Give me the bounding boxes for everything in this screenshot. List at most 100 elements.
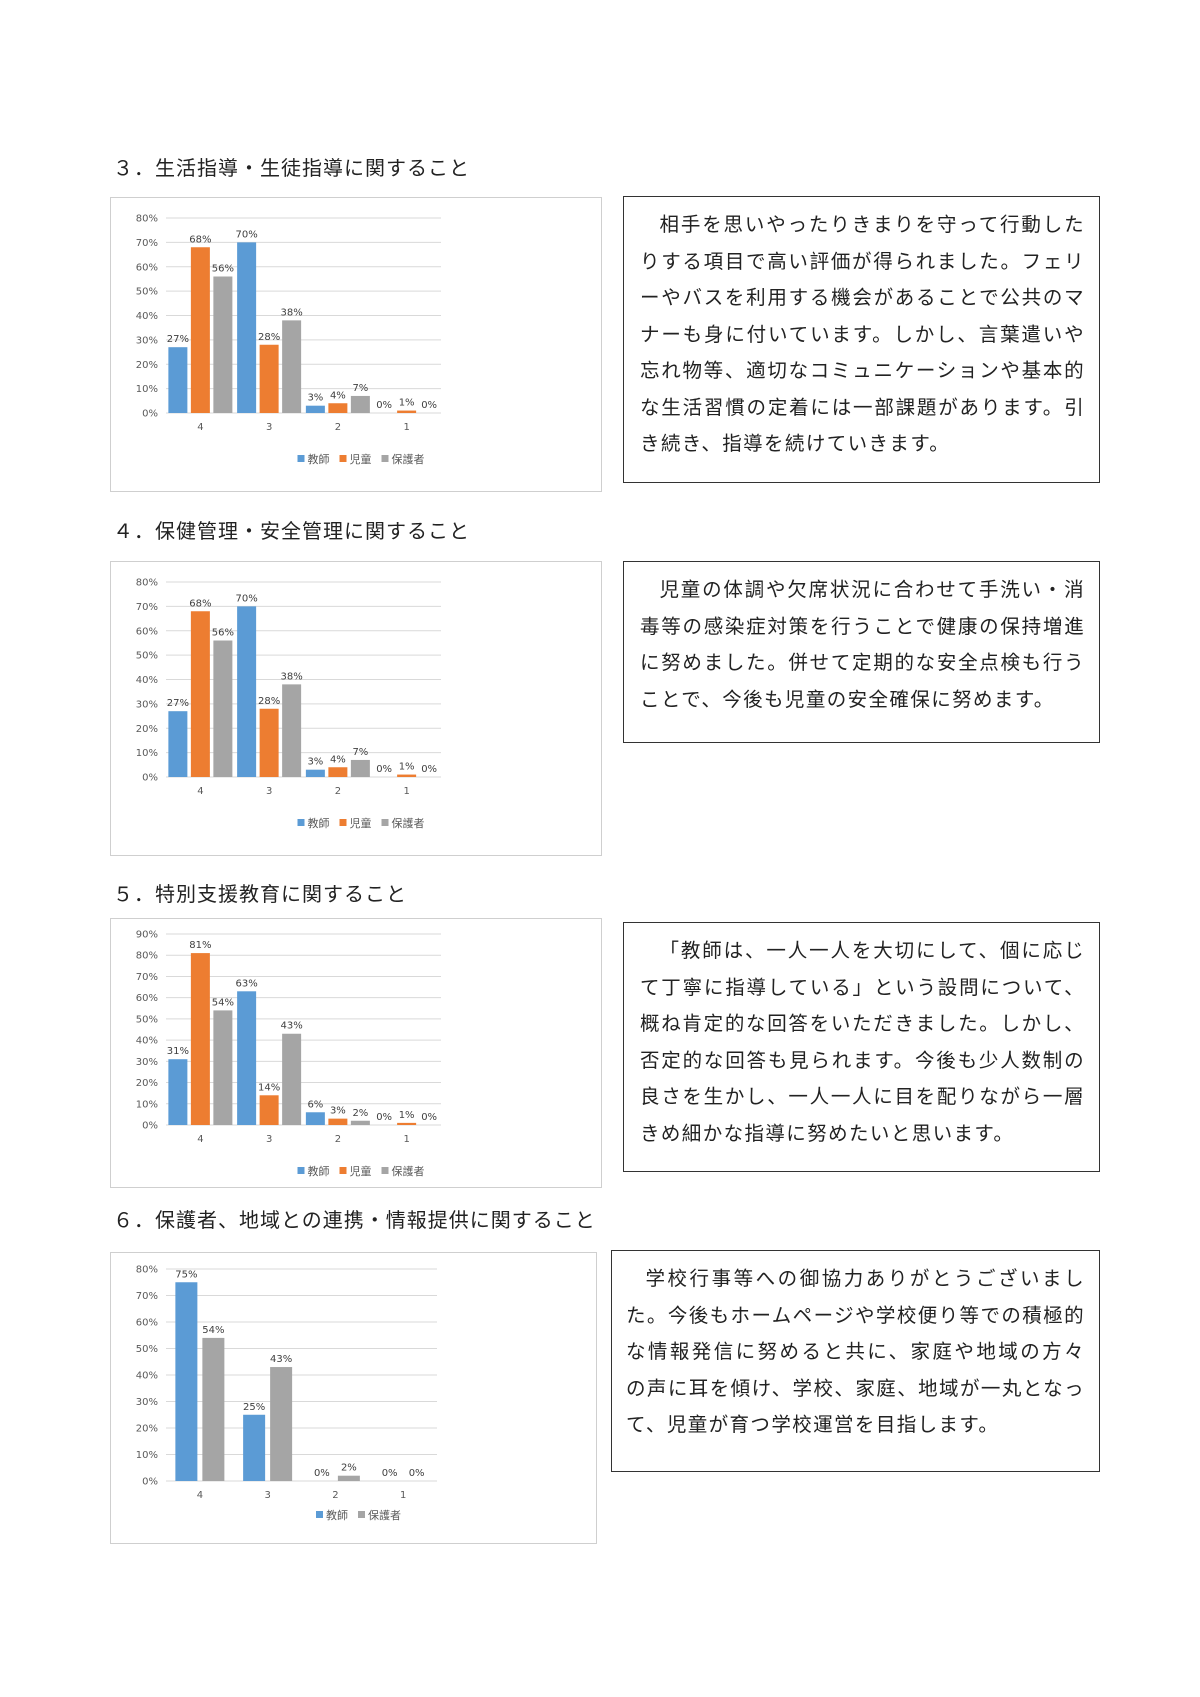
bar-保護者-4 — [213, 276, 233, 413]
data-label: 0% — [376, 1112, 392, 1123]
data-label: 28% — [258, 332, 280, 343]
y-tick-label: 70% — [136, 1291, 158, 1302]
y-tick-label: 0% — [142, 773, 158, 784]
data-label: 3% — [307, 757, 323, 768]
y-tick-label: 30% — [136, 699, 158, 710]
y-tick-label: 20% — [136, 724, 158, 735]
legend-label: 保護者 — [368, 1508, 401, 1522]
legend-label: 教師 — [308, 817, 330, 830]
bar-児童-1 — [397, 1122, 417, 1125]
bar-教師-2 — [305, 1112, 325, 1125]
data-label: 70% — [236, 593, 258, 604]
y-tick-label: 50% — [136, 287, 158, 298]
data-label: 4% — [330, 754, 346, 765]
bar-児童-4 — [190, 953, 210, 1125]
y-tick-label: 60% — [136, 626, 158, 637]
bar-児童-4 — [190, 611, 210, 777]
x-tick-label: 3 — [264, 1490, 270, 1501]
bar-教師-4 — [168, 1059, 188, 1125]
comment-text-6: 学校行事等への御協力ありがとうございました。今後もホームページや学校便り等での積… — [626, 1267, 1085, 1436]
bar-保護者-2 — [337, 1475, 360, 1481]
y-tick-label: 60% — [136, 262, 158, 273]
comment-box-4: 児童の体調や欠席状況に合わせて手洗い・消毒等の感染症対策を行うことで健康の保持増… — [623, 561, 1100, 743]
x-tick-label: 4 — [197, 422, 203, 433]
comment-box-3: 相手を思いやったりきまりを守って行動したりする項目で高い評価が得られました。フェ… — [623, 196, 1100, 483]
x-tick-label: 3 — [266, 786, 272, 797]
y-tick-label: 0% — [142, 409, 158, 420]
bar-保護者-2 — [350, 1120, 370, 1125]
data-label: 56% — [212, 264, 234, 275]
bar-児童-4 — [190, 247, 210, 413]
data-label: 7% — [352, 383, 368, 394]
y-tick-label: 30% — [136, 1057, 158, 1068]
section-heading-6: ６．保護者、地域との連携・情報提供に関すること — [113, 1208, 596, 1232]
chart-panel-3: 0% 10% 20% 30% 40% 50% 60% 70% 80% 27% 68% 56% 4 70% 2… — [110, 197, 602, 492]
y-tick-label: 10% — [136, 384, 158, 395]
bar-児童-3 — [259, 1095, 279, 1125]
bar-教師-4 — [168, 347, 188, 413]
y-tick-label: 40% — [136, 311, 158, 322]
legend-label: 保護者 — [392, 816, 425, 830]
data-label: 43% — [270, 1354, 292, 1365]
bar-教師-3 — [237, 242, 257, 413]
y-tick-label: 90% — [136, 930, 158, 941]
legend-label: 教師 — [308, 453, 330, 466]
y-tick-label: 0% — [142, 1477, 158, 1488]
y-tick-label: 70% — [136, 972, 158, 983]
y-tick-label: 0% — [142, 1121, 158, 1132]
bar-保護者-4 — [213, 1010, 233, 1125]
data-label: 27% — [167, 334, 189, 345]
data-label: 4% — [330, 390, 346, 401]
comment-box-6: 学校行事等への御協力ありがとうございました。今後もホームページや学校便り等での積… — [611, 1250, 1100, 1472]
y-tick-label: 20% — [136, 1078, 158, 1089]
y-tick-label: 20% — [136, 360, 158, 371]
y-tick-label: 50% — [136, 1344, 158, 1355]
data-label: 0% — [314, 1468, 330, 1479]
bar-chart-6: 0%10%20%30%40%50%60%70%80% 75%54%425%43%3… — [136, 1265, 437, 1522]
chart-panel-4: 0% 10% 20% 30% 40% 50% 60% 70% 80% 27% 68% 56% 4 70% 2… — [110, 561, 602, 856]
x-tick-label: 4 — [197, 1490, 203, 1501]
y-tick-label: 80% — [136, 1265, 158, 1276]
data-label: 1% — [399, 1110, 415, 1121]
data-label: 38% — [281, 671, 303, 682]
y-tick-label: 80% — [136, 578, 158, 589]
y-tick-label: 30% — [136, 335, 158, 346]
data-label: 0% — [421, 1112, 437, 1123]
data-label: 1% — [399, 398, 415, 409]
bar-児童-1 — [397, 410, 417, 413]
x-tick-label: 3 — [266, 1134, 272, 1145]
bar-保護者-4 — [213, 640, 233, 777]
legend-label: 児童 — [350, 816, 372, 830]
x-tick-label: 3 — [266, 422, 272, 433]
bar-保護者-2 — [350, 395, 370, 413]
data-label: 54% — [202, 1325, 224, 1336]
data-label: 28% — [258, 696, 280, 707]
data-label: 0% — [376, 400, 392, 411]
x-tick-label: 2 — [335, 422, 341, 433]
data-label: 68% — [189, 598, 211, 609]
legend-swatch — [339, 455, 347, 462]
bar-教師-2 — [305, 769, 325, 777]
x-tick-label: 1 — [403, 422, 409, 433]
bar-教師-4 — [175, 1282, 198, 1481]
legend-swatch — [381, 819, 389, 826]
y-tick-label: 40% — [136, 1036, 158, 1047]
data-label: 3% — [330, 1106, 346, 1117]
data-label: 56% — [212, 628, 234, 639]
data-label: 6% — [307, 1099, 323, 1110]
bar-児童-1 — [397, 774, 417, 777]
bar-児童-3 — [259, 708, 279, 777]
y-tick-label: 10% — [136, 1450, 158, 1461]
bar-保護者-2 — [350, 759, 370, 777]
x-tick-label: 2 — [335, 1134, 341, 1145]
data-label: 2% — [341, 1463, 357, 1474]
y-tick-label: 40% — [136, 1371, 158, 1382]
data-label: 0% — [421, 764, 437, 775]
x-tick-label: 4 — [197, 1134, 203, 1145]
data-label: 75% — [175, 1269, 197, 1280]
chart-panel-6: 0% 10% 20% 30% 40% 50% 60% 70% 80% 75% 54% 4 25% 43% 3… — [110, 1252, 597, 1544]
legend-swatch — [316, 1511, 323, 1518]
bar-児童-2 — [328, 767, 348, 777]
data-label: 31% — [167, 1046, 189, 1057]
legend-label: 児童 — [350, 452, 372, 466]
